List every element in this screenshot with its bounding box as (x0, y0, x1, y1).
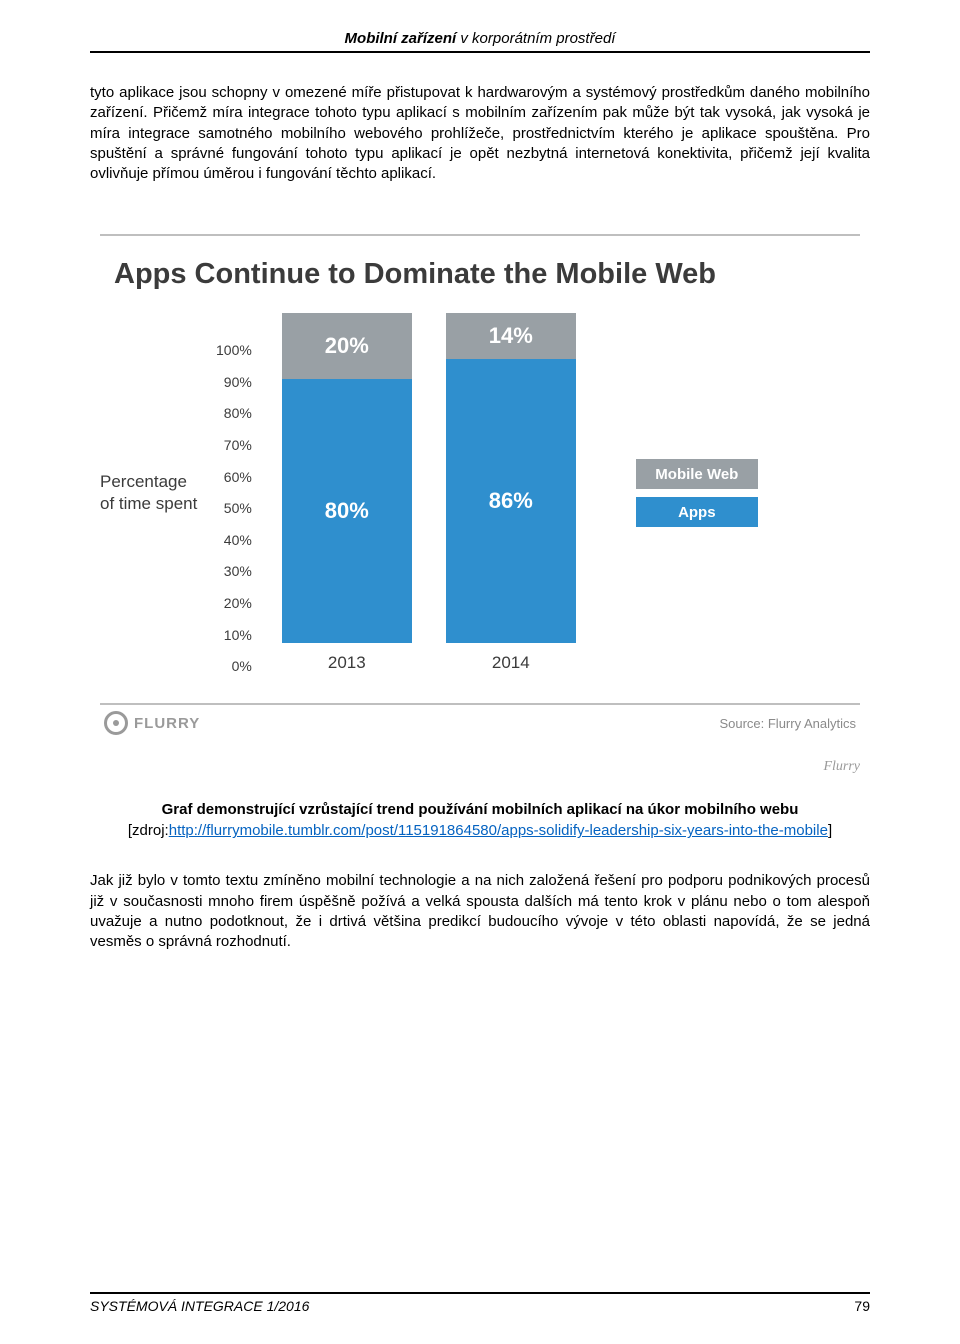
chart-top-rule (100, 234, 860, 236)
caption-suffix: ] (828, 822, 832, 839)
segment-apps: 86% (446, 359, 576, 643)
figure-caption: Graf demonstrující vzrůstající trend pou… (90, 799, 870, 841)
flurry-brand: FLURRY (134, 715, 200, 732)
bar-column: 20%80% 2013 (282, 313, 412, 673)
ylabel-line-1: Percentage (100, 472, 187, 491)
footer-journal: SYSTÉMOVÁ INTEGRACE 1/2016 (90, 1298, 309, 1314)
chart-bottom-rule (100, 703, 860, 705)
running-header: Mobilní zařízení v korporátním prostředí (90, 30, 870, 47)
footer-rule (90, 1292, 870, 1294)
legend: Mobile Web Apps (636, 459, 758, 527)
paragraph-2: Jak již bylo v tomto textu zmíněno mobil… (90, 871, 870, 952)
stacked-bar: 20%80% (282, 313, 412, 643)
flurry-logo: FLURRY (104, 711, 200, 735)
bars-zone: 20%80% 2013 14%86% 2014 (262, 313, 576, 673)
y-tick: 70% (216, 438, 252, 452)
caption-link[interactable]: http://flurrymobile.tumblr.com/post/1151… (169, 822, 828, 839)
bar-column: 14%86% 2014 (446, 313, 576, 673)
y-tick: 40% (216, 533, 252, 547)
ylabel-line-2: of time spent (100, 494, 197, 513)
stacked-bar: 14%86% (446, 313, 576, 643)
legend-item: Apps (636, 497, 758, 527)
segment-mobile-web: 14% (446, 313, 576, 359)
y-tick: 60% (216, 470, 252, 484)
chart-footer: FLURRY Source: Flurry Analytics (100, 711, 860, 741)
caption-prefix: [zdroj: (128, 822, 169, 839)
y-tick: 50% (216, 501, 252, 515)
chart-source: Source: Flurry Analytics (719, 716, 856, 731)
segment-mobile-web: 20% (282, 313, 412, 379)
chart-title: Apps Continue to Dominate the Mobile Web (114, 258, 860, 291)
header-rule (90, 51, 870, 53)
y-tick: 100% (216, 343, 252, 357)
header-title-bold: Mobilní zařízení (345, 30, 457, 47)
y-tick: 20% (216, 596, 252, 610)
chart-body: Percentage of time spent 100% 90% 80% 70% 60… (100, 313, 860, 673)
footer-page-number: 79 (854, 1298, 870, 1314)
y-tick: 10% (216, 628, 252, 642)
header-title-rest: v korporátním prostředí (456, 30, 615, 47)
y-axis-ticks: 100% 90% 80% 70% 60% 50% 40% 30% 20% 10% 0% (216, 343, 252, 673)
y-tick: 0% (216, 659, 252, 673)
paragraph-1: tyto aplikace jsou schopny v omezené míř… (90, 83, 870, 184)
chart: Apps Continue to Dominate the Mobile Web… (100, 234, 860, 775)
caption-bold: Graf demonstrující vzrůstající trend pou… (162, 801, 799, 818)
y-tick: 80% (216, 406, 252, 420)
x-label: 2014 (492, 653, 530, 673)
chart-credit: Flurry (100, 759, 860, 775)
y-tick: 30% (216, 564, 252, 578)
flurry-icon (104, 711, 128, 735)
plot-area: 100%90%80%70%60%50%40%30%20%10%0% 20%80%… (216, 313, 576, 673)
y-tick: 90% (216, 375, 252, 389)
y-axis-label: Percentage of time spent (100, 471, 216, 515)
x-label: 2013 (328, 653, 366, 673)
segment-apps: 80% (282, 379, 412, 643)
page-footer: SYSTÉMOVÁ INTEGRACE 1/2016 79 (90, 1292, 870, 1314)
legend-item: Mobile Web (636, 459, 758, 489)
